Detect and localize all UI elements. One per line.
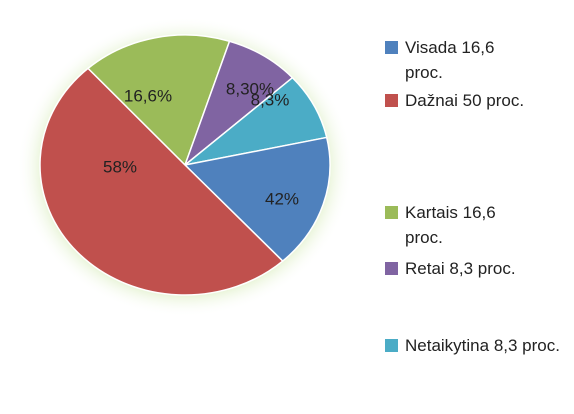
data-label: 58% xyxy=(103,157,137,176)
legend-label: Visada 16,6 proc. xyxy=(405,38,495,82)
legend-label: Dažnai 50 proc. xyxy=(405,91,525,110)
pie-slice xyxy=(183,136,331,263)
legend-entry: Retai 8,3 proc. xyxy=(383,256,574,281)
legend-entry: Visada 16,6 proc. xyxy=(383,35,517,85)
legend-entry: Netaikytina 8,3 proc. xyxy=(383,333,574,358)
legend-entry: Kartais 16,6 proc. xyxy=(383,200,523,250)
legend-swatch xyxy=(385,339,398,352)
data-label: 42% xyxy=(265,189,299,208)
legend-label: Retai 8,3 proc. xyxy=(405,259,516,278)
pie-slice xyxy=(39,67,284,296)
legend-swatch xyxy=(385,41,398,54)
data-label: 8,3% xyxy=(251,90,290,109)
legend-label: Netaikytina 8,3 proc. xyxy=(405,336,560,355)
legend-swatch xyxy=(385,206,398,219)
legend-label: Kartais 16,6 proc. xyxy=(405,203,496,247)
data-label: 16,6% xyxy=(124,86,172,105)
legend-swatch xyxy=(385,94,398,107)
legend-swatch xyxy=(385,262,398,275)
legend-entry: Dažnai 50 proc. xyxy=(383,88,574,113)
data-label: 8,30% xyxy=(226,79,274,98)
pie-slice xyxy=(86,34,231,167)
